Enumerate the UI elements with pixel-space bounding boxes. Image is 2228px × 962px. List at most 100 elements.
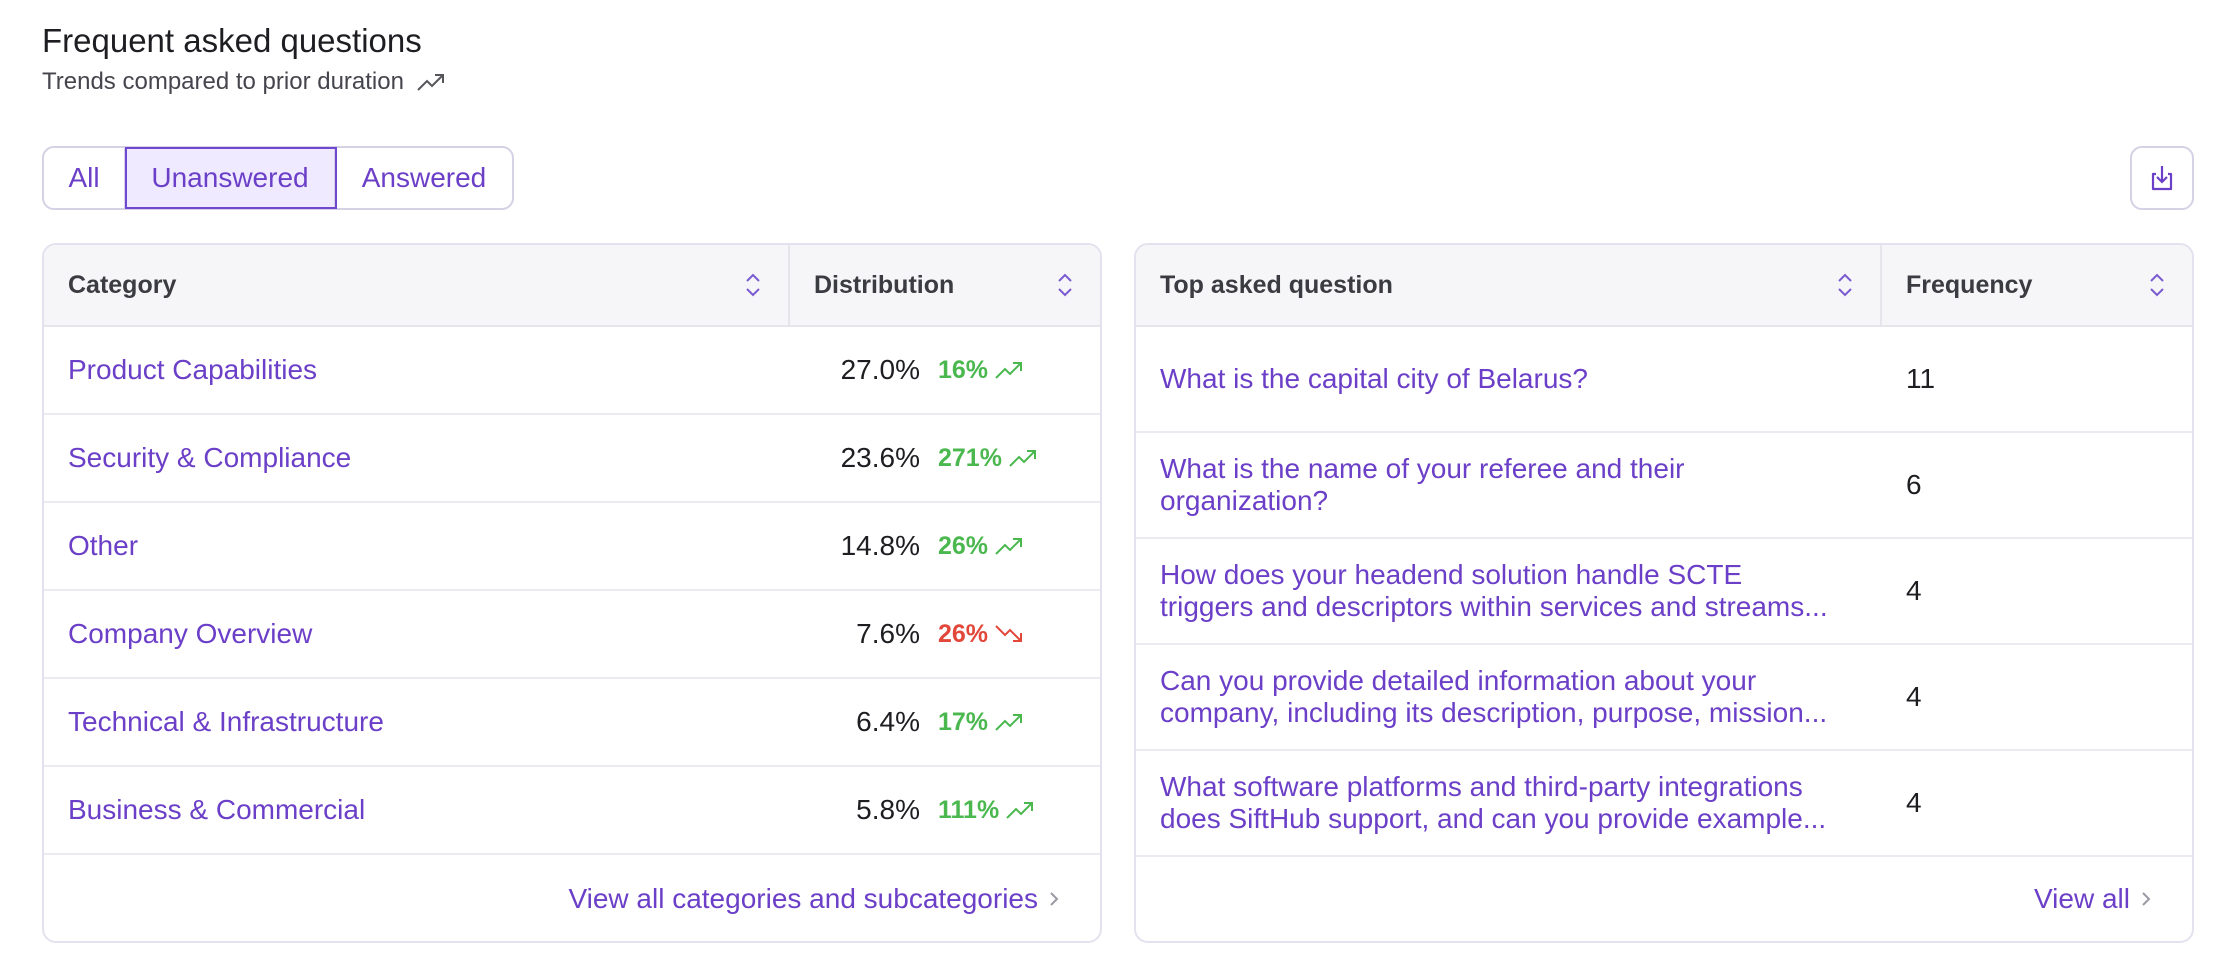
sort-icon[interactable] [1834,270,1856,300]
tab-all[interactable]: All [44,148,126,208]
view-all-questions-label: View all [2034,883,2130,914]
trend-value: 111% [938,795,1000,824]
categories-table-header: Category Distribution [44,245,1100,327]
trend-badge: 26% [938,620,1024,649]
question-link[interactable]: What software platforms and third-party … [1136,751,1882,855]
question-line: company, including its description, purp… [1160,697,1828,728]
distribution-percent: 23.6% [840,442,920,473]
categories-table-body: Product Capabilities 27.0% 16% Security … [44,327,1100,855]
table-row: Other 14.8% 26% [44,503,1100,591]
frequency-value: 4 [1906,787,1922,818]
sort-icon[interactable] [2146,270,2168,300]
table-row: Business & Commercial 5.8% 111% [44,767,1100,855]
tab-answered[interactable]: Answered [361,162,487,193]
trend-up-icon [1009,450,1036,467]
table-row: Product Capabilities 27.0% 16% [44,327,1100,415]
distribution-percent: 6.4% [856,706,920,737]
view-all-categories-label: View all categories and subcategories [568,883,1038,914]
questions-table-header: Top asked question Frequency [1136,245,2192,327]
subtitle-text: Trends compared to prior duration [42,68,404,95]
column-header-question-label: Top asked question [1160,270,1393,299]
table-row: Can you provide detailed information abo… [1136,645,2192,751]
question-line: does SiftHub support, and can you provid… [1160,803,1827,834]
distribution-cell: 7.6% 26% [790,591,1100,677]
download-icon [2151,166,2173,191]
column-header-frequency-label: Frequency [1906,270,2033,299]
frequency-value: 11 [1906,363,1936,394]
sort-icon[interactable] [1054,270,1076,300]
column-header-category-label: Category [68,270,177,299]
trend-value: 17% [938,707,989,736]
distribution-cell: 14.8% 26% [790,503,1100,589]
trend-badge: 26% [938,532,1024,561]
category-link[interactable]: Security & Compliance [68,442,352,473]
table-row: What software platforms and third-party … [1136,751,2192,857]
sort-icon[interactable] [742,270,764,300]
questions-card: Top asked question Frequency What is the… [1134,243,2194,943]
column-header-distribution-label: Distribution [814,270,955,299]
trend-badge: 111% [938,796,1035,825]
question-line: Can you provide detailed information abo… [1160,665,1757,696]
question-line: organization? [1160,485,1329,516]
tab-unanswered[interactable]: Unanswered [125,147,337,209]
frequency-value: 6 [1906,469,1922,500]
column-header-question[interactable]: Top asked question [1136,245,1882,325]
question-line: What is the capital city of Belarus? [1160,363,1588,394]
question-link[interactable]: What is the capital city of Belarus? [1136,327,1882,431]
distribution-cell: 6.4% 17% [790,679,1100,765]
table-row: Technical & Infrastructure 6.4% 17% [44,679,1100,767]
category-link[interactable]: Company Overview [68,618,313,649]
category-link[interactable]: Technical & Infrastructure [68,706,384,737]
view-all-categories-link[interactable]: View all categories and subcategories [568,883,1060,915]
trend-badge: 271% [938,444,1038,473]
download-button[interactable] [2130,146,2194,210]
categories-card: Category Distribution Product Capabiliti… [42,243,1102,943]
distribution-percent: 5.8% [856,794,920,825]
trend-value: 271% [938,443,1002,472]
category-link[interactable]: Product Capabilities [68,354,318,385]
chevron-right-icon [1050,892,1059,906]
distribution-cell: 27.0% 16% [790,327,1100,413]
trend-up-icon [995,538,1023,555]
trend-down-icon [995,625,1023,642]
frequency-value: 4 [1906,575,1922,606]
table-row: Security & Compliance 23.6% 271% [44,415,1100,503]
trend-badge: 17% [938,708,1024,737]
table-row: What is the capital city of Belarus? 11 [1136,327,2192,433]
question-link[interactable]: What is the name of your referee and the… [1136,433,1882,537]
question-line: What software platforms and third-party … [1160,771,1803,802]
view-all-questions-link[interactable]: View all [2034,883,2152,915]
trend-up-icon [995,714,1023,731]
column-header-category[interactable]: Category [44,245,790,325]
question-line: How does your headend solution handle SC… [1160,559,1743,590]
trend-value: 26% [938,619,989,648]
trend-value: 26% [938,531,989,560]
category-link[interactable]: Business & Commercial [68,794,366,825]
table-row: Company Overview 7.6% 26% [44,591,1100,679]
question-link[interactable]: Can you provide detailed information abo… [1136,645,1882,749]
distribution-percent: 27.0% [840,354,920,385]
question-link[interactable]: How does your headend solution handle SC… [1136,539,1882,643]
column-header-distribution[interactable]: Distribution [790,245,1100,325]
frequency-value: 4 [1906,681,1922,712]
trend-up-icon [417,74,444,91]
answer-filter-tabs: All Unanswered Answered [42,146,514,210]
subtitle: Trends compared to prior duration [42,68,446,96]
questions-table-body: What is the capital city of Belarus? 11 … [1136,327,2192,857]
column-header-frequency[interactable]: Frequency [1882,245,2192,325]
distribution-percent: 14.8% [840,530,920,561]
page-title: Frequent asked questions [42,22,422,59]
distribution-cell: 23.6% 271% [790,415,1100,501]
distribution-percent: 7.6% [856,618,920,649]
chevron-right-icon [2142,892,2151,906]
distribution-cell: 5.8% 111% [790,767,1100,853]
category-link[interactable]: Other [68,530,139,561]
table-row: What is the name of your referee and the… [1136,433,2192,539]
trend-value: 16% [938,355,989,384]
table-row: How does your headend solution handle SC… [1136,539,2192,645]
question-line: What is the name of your referee and the… [1160,453,1685,484]
trend-up-icon [995,362,1023,379]
trend-badge: 16% [938,356,1024,385]
question-line: triggers and descriptors within services… [1160,591,1828,622]
trend-up-icon [1006,802,1034,819]
